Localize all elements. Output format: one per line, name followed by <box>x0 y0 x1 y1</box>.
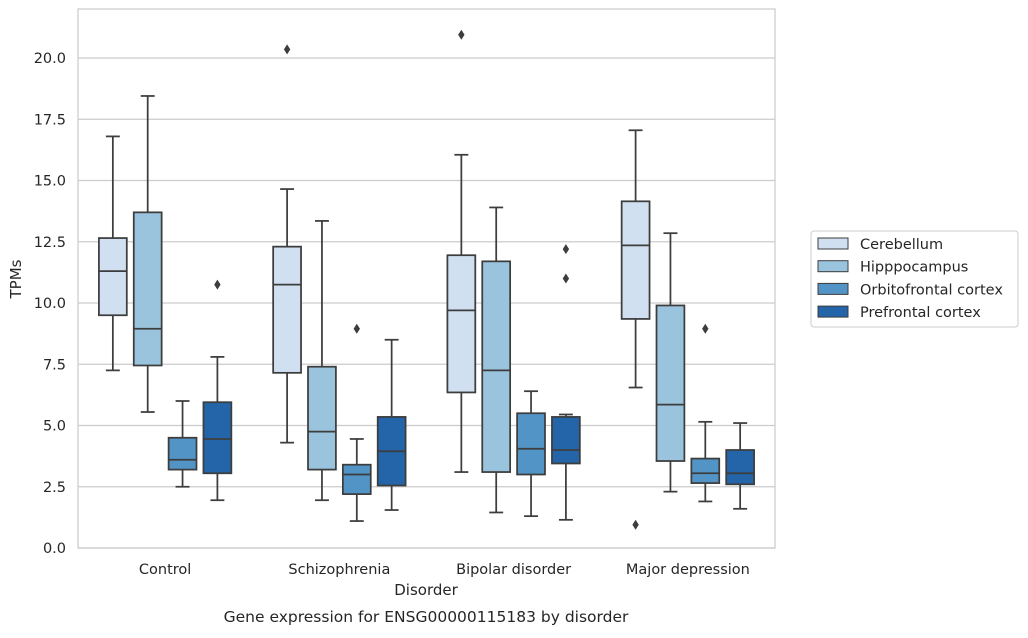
outlier-point <box>562 244 570 255</box>
outlier-point <box>458 29 465 40</box>
box-prefrontal-cortex <box>551 244 581 521</box>
x-tick-label: Major depression <box>626 562 750 578</box>
box-body <box>167 436 198 471</box>
box-hipppocampus <box>481 206 512 514</box>
box-body <box>690 457 721 484</box>
box-hipppocampus <box>655 232 686 493</box>
box-cerebellum <box>272 44 302 444</box>
x-tick-label: Bipolar disorder <box>456 562 571 578</box>
y-tick-label: 12.5 <box>34 235 66 251</box>
box-body <box>481 260 512 473</box>
legend-swatch <box>817 305 849 318</box>
outlier-point <box>702 323 709 334</box>
box-prefrontal-cortex <box>202 279 233 502</box>
legend-swatch <box>817 260 849 273</box>
box-prefrontal-cortex <box>725 422 755 510</box>
y-tick-label: 17.5 <box>34 112 66 128</box>
box-orbitofrontal-cortex <box>516 390 546 518</box>
y-tick-label: 20.0 <box>34 51 66 67</box>
outlier-point <box>632 519 639 530</box>
box-body <box>202 401 233 475</box>
chart-title: Gene expression for ENSG00000115183 by d… <box>224 608 629 626</box>
box-body <box>620 200 651 320</box>
box-body <box>341 463 372 495</box>
box-body <box>307 365 337 471</box>
box-body <box>98 237 128 317</box>
y-axis-label: TPMs <box>7 259 25 299</box>
box-orbitofrontal-cortex <box>167 400 198 488</box>
x-tick-label: Control <box>139 562 191 578</box>
box-body <box>132 211 163 367</box>
legend-label: Orbitofrontal cortex <box>860 282 1003 298</box>
grid-layer <box>78 57 775 549</box>
box-body <box>272 245 302 374</box>
box-body <box>516 412 546 476</box>
legend-swatch <box>817 237 849 250</box>
x-axis-label: Disorder <box>394 581 458 599</box>
outlier-point <box>353 323 360 334</box>
legend-label: Prefrontal cortex <box>860 305 981 321</box>
x-tick-label: Schizophrenia <box>288 562 390 578</box>
y-tick-label: 15.0 <box>34 174 66 190</box>
box-orbitofrontal-cortex <box>690 323 721 503</box>
box-cerebellum <box>98 135 128 372</box>
legend-frame <box>810 230 1019 328</box>
box-body <box>655 304 686 462</box>
box-body <box>446 254 477 394</box>
box-cerebellum <box>620 129 651 530</box>
box-body <box>551 416 581 465</box>
tick-layer: 0.0 2.5 5.0 7.5 10.0 12.5 15.0 17.5 20.0 Control S… <box>34 51 750 578</box>
legend-label: Cerebellum <box>860 237 943 253</box>
y-tick-label: 5.0 <box>43 419 66 435</box>
outlier-point <box>214 279 221 290</box>
box-prefrontal-cortex <box>376 338 407 511</box>
box-body <box>725 449 755 486</box>
box-hipppocampus <box>132 95 163 413</box>
box-orbitofrontal-cortex <box>341 323 372 522</box>
plot-frame <box>77 8 776 549</box>
y-tick-label: 10.0 <box>34 296 66 312</box>
box-hipppocampus <box>307 220 337 502</box>
outlier-point <box>283 44 291 55</box>
outlier-point <box>562 273 570 284</box>
y-tick-label: 0.0 <box>43 541 66 557</box>
legend-label: Hipppocampus <box>860 260 968 276</box>
legend: Cerebellum Hipppocampus Orbitofrontal cort… <box>810 230 1019 328</box>
box-layer <box>98 29 755 530</box>
y-tick-label: 2.5 <box>43 480 66 496</box>
box-cerebellum <box>446 29 477 473</box>
y-tick-label: 7.5 <box>43 357 66 373</box>
legend-swatch <box>817 282 849 295</box>
